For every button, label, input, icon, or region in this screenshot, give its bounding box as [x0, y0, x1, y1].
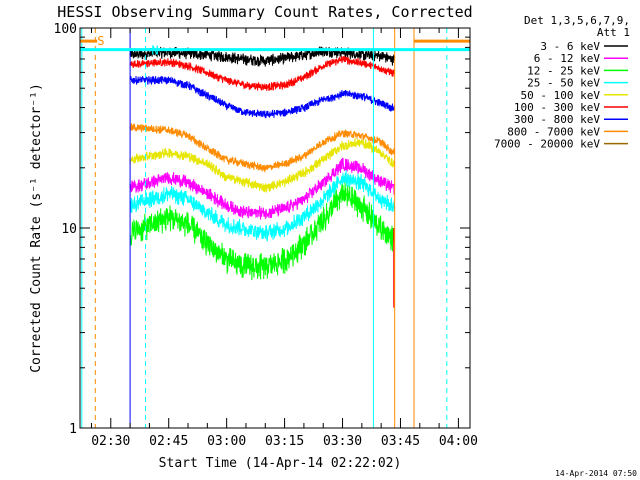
- legend-entry-label-1: 6 - 12 keV: [534, 52, 601, 65]
- series-line-7: [129, 182, 395, 281]
- series-line-2: [129, 75, 395, 119]
- y-tick-label: 10: [61, 222, 77, 237]
- series-line-0: [129, 46, 395, 67]
- flag-bar-layer: SN: [80, 34, 470, 58]
- series-line-1: [129, 55, 395, 91]
- legend-entry-label-5: 100 - 300 keV: [514, 101, 600, 114]
- y-axis-label: Corrected Count Rate (s⁻¹ detector⁻¹): [29, 83, 44, 373]
- x-axis-label: Start Time (14-Apr-14 02:22:02): [159, 456, 402, 471]
- vertical-marker-layer: [81, 28, 448, 428]
- axes-layer: 1 10 100 02:30 02:45 03:00 03:15 03:30 03:45 04:0…: [54, 22, 478, 449]
- x-tick-label: 03:15: [265, 434, 304, 449]
- x-tick-label: 03:30: [323, 434, 362, 449]
- legend-entry-label-8: 7000 - 20000 keV: [494, 138, 600, 151]
- legend-entry-label-7: 800 - 7000 keV: [507, 125, 600, 138]
- legend-header-line-2: Att 1: [597, 26, 630, 39]
- flag-annotation-1: N: [151, 44, 158, 58]
- legend-header-line-1: Det 1,3,5,6,7,9,: [524, 14, 630, 27]
- series-line-6: [129, 170, 395, 242]
- y-tick-label: 100: [54, 22, 77, 37]
- legend-entry-label-6: 300 - 800 keV: [514, 113, 600, 126]
- legend-entry-label-3: 25 - 50 keV: [527, 77, 600, 90]
- series-line-4: [129, 138, 395, 193]
- y-tick-label: 1: [69, 422, 77, 437]
- flag-annotation-0: S: [97, 34, 104, 48]
- series-line-5: [129, 157, 395, 220]
- footer-timestamp: 14-Apr-2014 07:50: [555, 469, 637, 478]
- series-layer: [129, 46, 395, 308]
- x-tick-label: 03:00: [207, 434, 246, 449]
- x-tick-label: 02:30: [91, 434, 130, 449]
- x-tick-label: 04:00: [439, 434, 478, 449]
- x-tick-label: 03:45: [381, 434, 420, 449]
- x-tick-label: 02:45: [149, 434, 188, 449]
- legend-entry-label-0: 3 - 6 keV: [540, 40, 600, 53]
- legend-entry-label-2: 12 - 25 keV: [527, 64, 600, 77]
- legend-entry-label-4: 50 - 100 keV: [521, 89, 601, 102]
- series-line-3: [129, 123, 395, 173]
- chart-title: HESSI Observing Summary Count Rates, Cor…: [57, 3, 472, 21]
